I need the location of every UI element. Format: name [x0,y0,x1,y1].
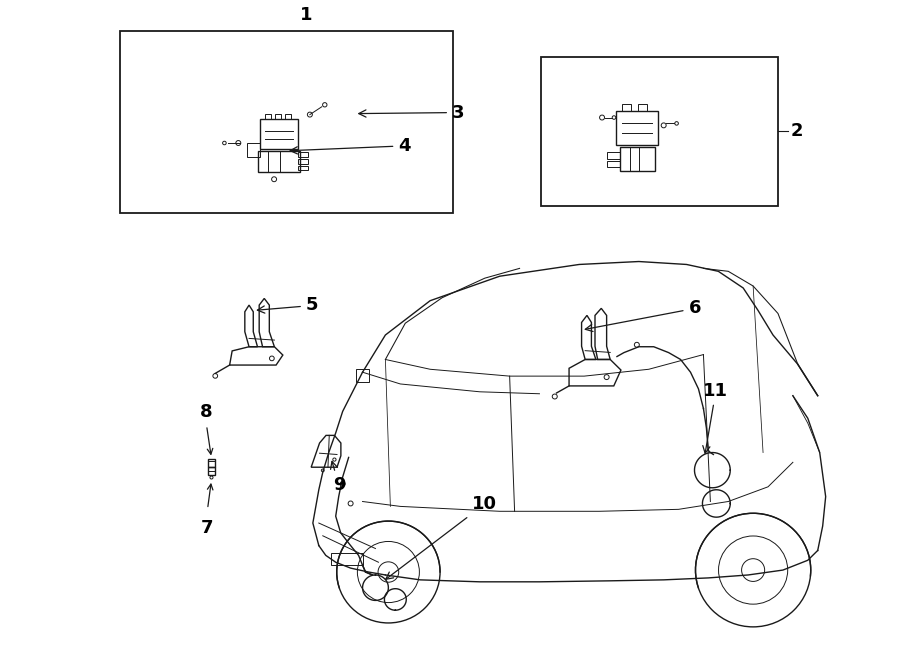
Bar [620,147,654,171]
Bar [622,104,631,110]
Bar [607,161,620,167]
Bar [208,459,215,467]
Bar [607,152,620,159]
Bar [208,467,215,475]
Text: 8: 8 [200,403,212,421]
Bar [120,31,453,213]
Bar [330,553,363,565]
Bar [542,57,778,206]
Bar [638,104,647,110]
Text: 9: 9 [330,461,346,494]
Text: 2: 2 [791,122,804,140]
Bar [285,114,291,120]
Bar [275,114,281,120]
Text: 1: 1 [300,5,312,24]
Bar [298,159,308,163]
Bar [266,114,271,120]
Bar [298,165,308,171]
Text: 4: 4 [290,137,410,155]
Bar [260,120,298,149]
Bar [258,151,300,173]
Text: 3: 3 [359,104,464,122]
Text: 6: 6 [585,299,701,332]
Bar [616,110,658,145]
Text: 11: 11 [703,381,728,453]
Text: 10: 10 [386,495,497,579]
Bar [298,152,308,157]
Bar [248,143,260,157]
Text: 7: 7 [201,519,212,537]
Text: 5: 5 [257,297,319,315]
